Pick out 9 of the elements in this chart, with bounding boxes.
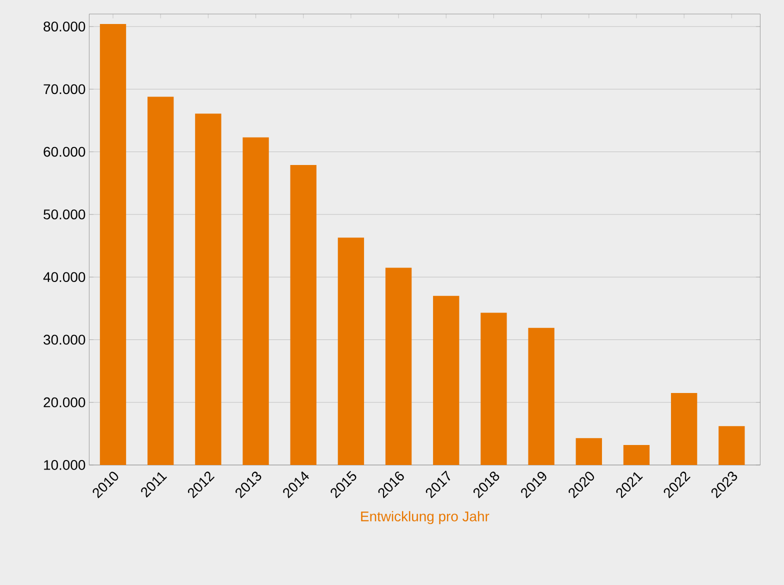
y-tick-label: 70.000 [44, 84, 86, 94]
y-tick-label: 50.000 [44, 209, 86, 220]
y-tick-label: 30.000 [44, 334, 86, 345]
x-axis-title: Entwicklung pro Jahr [361, 511, 490, 524]
y-tick-label: 60.000 [44, 146, 86, 157]
y-tick-label: 40.000 [43, 272, 86, 282]
y-tick-label: 20.000 [44, 397, 86, 408]
y-tick-label: 10.000 [44, 460, 86, 470]
y-tick-label: 80.000 [44, 22, 86, 32]
